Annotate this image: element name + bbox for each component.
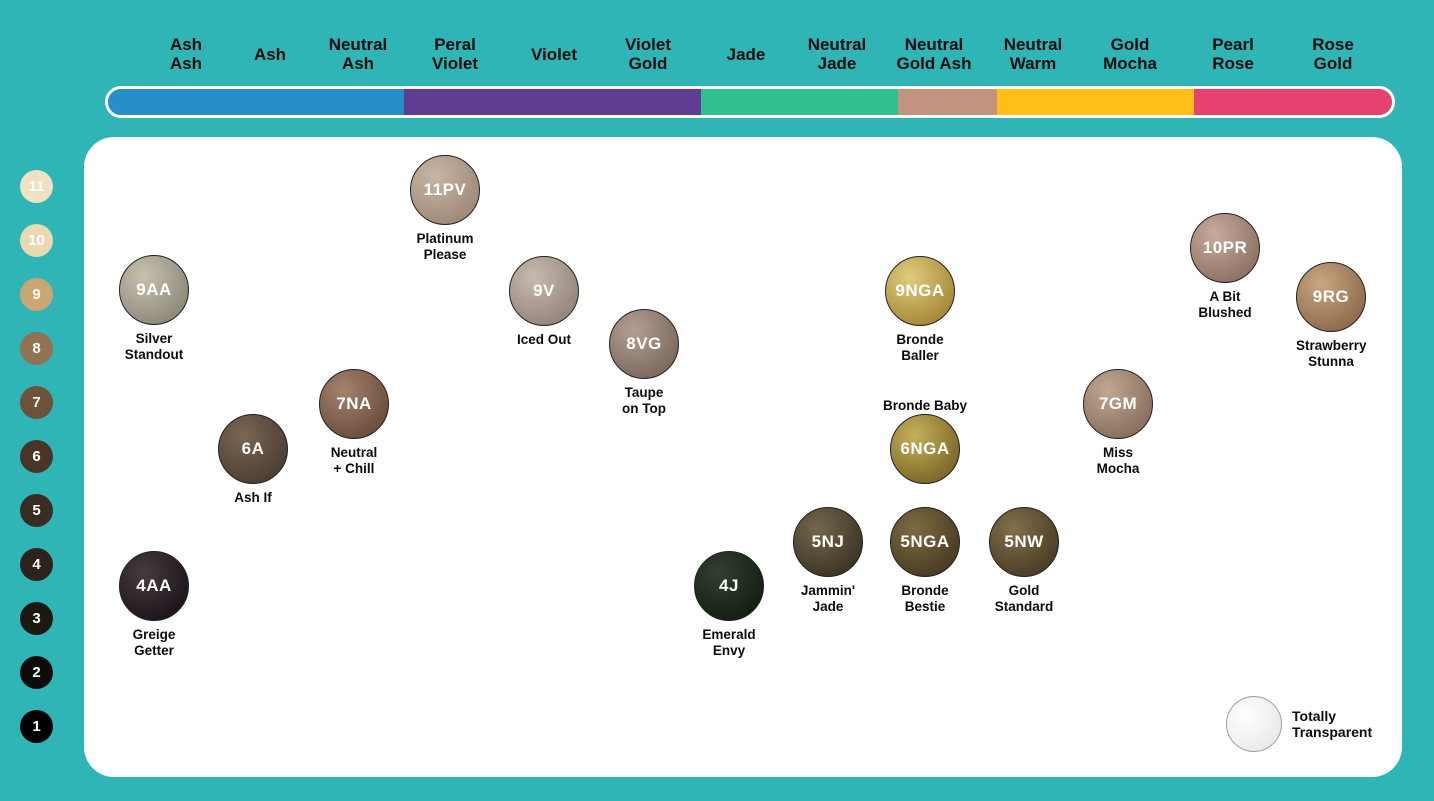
swatch-name-7gm: Miss Mocha (1083, 445, 1153, 476)
swatch-circle-9rg: 9RG (1296, 262, 1366, 332)
swatch-9aa: 9AA Silver Standout (119, 255, 189, 362)
tone-label-rose-gold: Rose Gold (1298, 36, 1368, 73)
swatch-circle-9aa: 9AA (119, 255, 189, 325)
swatch-name-5nw: Gold Standard (989, 583, 1059, 614)
tone-segment-seg-blue (108, 89, 404, 115)
tone-label-gold-mocha: Gold Mocha (1090, 36, 1170, 73)
totally-transparent: Totally Transparent (1226, 696, 1372, 752)
swatch-circle-4j: 4J (694, 551, 764, 621)
totally-transparent-label: Totally Transparent (1292, 708, 1372, 740)
tone-label-peral-violet: Peral Violet (415, 36, 495, 73)
swatch-circle-10pr: 10PR (1190, 213, 1260, 283)
swatch-7gm: 7GM Miss Mocha (1083, 369, 1153, 476)
tone-segment-seg-yellow (997, 89, 1195, 115)
swatch-circle-7na: 7NA (319, 369, 389, 439)
tone-label-ash: Ash (245, 46, 295, 65)
swatch-4j: 4J Emerald Envy (694, 551, 764, 658)
level-dot-5: 5 (20, 494, 53, 527)
tone-segment-seg-teal (701, 89, 899, 115)
swatch-circle-9nga: 9NGA (885, 256, 955, 326)
level-dot-6: 6 (20, 440, 53, 473)
level-dot-10: 10 (20, 224, 53, 257)
swatch-name-5nga: Bronde Bestie (890, 583, 960, 614)
swatch-name-11pv: Platinum Please (410, 231, 480, 262)
swatch-name-6nga: Bronde Baby (870, 398, 980, 414)
level-dot-3: 3 (20, 602, 53, 635)
swatch-name-8vg: Taupe on Top (609, 385, 679, 416)
swatch-6nga: Bronde Baby6NGA (890, 414, 960, 490)
tone-label-pearl-rose: Pearl Rose (1198, 36, 1268, 73)
tone-segment-seg-tan (898, 89, 997, 115)
tone-label-ash-ash: Ash Ash (156, 36, 216, 73)
swatch-circle-8vg: 8VG (609, 309, 679, 379)
level-dot-4: 4 (20, 548, 53, 581)
level-dot-11: 11 (20, 170, 53, 203)
swatch-name-4j: Emerald Envy (694, 627, 764, 658)
swatch-7na: 7NA Neutral + Chill (319, 369, 389, 476)
level-dot-1: 1 (20, 710, 53, 743)
swatch-6a: 6A Ash If (218, 414, 288, 506)
swatch-name-9aa: Silver Standout (119, 331, 189, 362)
swatch-circle-4aa: 4AA (119, 551, 189, 621)
swatch-11pv: 11PV Platinum Please (410, 155, 480, 262)
tone-label-neutral-ash: Neutral Ash (318, 36, 398, 73)
tone-label-neutral-warm: Neutral Warm (993, 36, 1073, 73)
swatch-circle-6a: 6A (218, 414, 288, 484)
swatch-5nw: 5NW Gold Standard (989, 507, 1059, 614)
tone-label-neutral-gold-ash: Neutral Gold Ash (889, 36, 979, 73)
swatch-circle-9v: 9V (509, 256, 579, 326)
level-dot-8: 8 (20, 332, 53, 365)
swatch-circle-5nj: 5NJ (793, 507, 863, 577)
tone-label-violet-gold: Violet Gold (613, 36, 683, 73)
swatch-name-10pr: A Bit Blushed (1190, 289, 1260, 320)
swatch-name-9rg: Strawberry Stunna (1296, 338, 1366, 369)
swatch-8vg: 8VG Taupe on Top (609, 309, 679, 416)
transparent-swatch-icon (1226, 696, 1282, 752)
level-dot-9: 9 (20, 278, 53, 311)
swatch-10pr: 10PR A Bit Blushed (1190, 213, 1260, 320)
swatch-5nj: 5NJ Jammin' Jade (793, 507, 863, 614)
swatch-name-5nj: Jammin' Jade (793, 583, 863, 614)
swatch-name-9nga: Bronde Baller (885, 332, 955, 363)
level-dot-7: 7 (20, 386, 53, 419)
swatch-name-9v: Iced Out (509, 332, 579, 348)
swatch-name-7na: Neutral + Chill (319, 445, 389, 476)
swatch-circle-7gm: 7GM (1083, 369, 1153, 439)
swatch-4aa: 4AA Greige Getter (119, 551, 189, 658)
tone-label-violet: Violet (524, 46, 584, 65)
tone-color-bar (105, 86, 1395, 118)
tone-label-neutral-jade: Neutral Jade (792, 36, 882, 73)
tone-label-jade: Jade (716, 46, 776, 65)
swatch-5nga: 5NGA Bronde Bestie (890, 507, 960, 614)
swatch-circle-5nw: 5NW (989, 507, 1059, 577)
swatch-name-6a: Ash If (218, 490, 288, 506)
swatch-9rg: 9RG Strawberry Stunna (1296, 262, 1366, 369)
swatch-circle-11pv: 11PV (410, 155, 480, 225)
swatch-name-4aa: Greige Getter (119, 627, 189, 658)
swatch-circle-5nga: 5NGA (890, 507, 960, 577)
swatch-9nga: 9NGA Bronde Baller (885, 256, 955, 363)
tone-segment-seg-purple (404, 89, 700, 115)
swatch-9v: 9V Iced Out (509, 256, 579, 348)
level-dot-2: 2 (20, 656, 53, 689)
swatch-circle-6nga: 6NGA (890, 414, 960, 484)
tone-segment-seg-pink (1194, 89, 1392, 115)
